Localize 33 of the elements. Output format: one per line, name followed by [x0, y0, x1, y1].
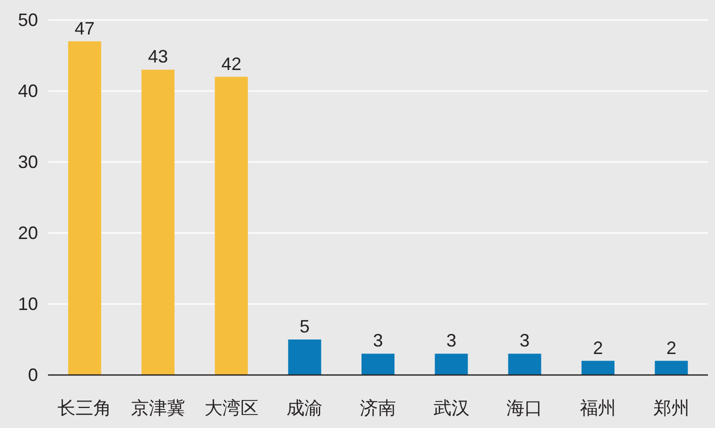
data-label: 3	[446, 330, 456, 351]
data-label: 43	[148, 46, 168, 67]
bar	[68, 41, 102, 375]
bar	[582, 360, 614, 375]
x-tick-label: 福州	[580, 398, 616, 418]
bar	[142, 70, 174, 375]
y-tick-label: 10	[18, 294, 38, 314]
x-tick-label: 海口	[506, 398, 543, 418]
x-tick-label: 武汉	[433, 398, 470, 418]
x-tick-label: 京津冀	[131, 398, 185, 418]
bar	[654, 360, 688, 375]
data-label: 5	[300, 316, 310, 336]
data-label: 42	[221, 54, 242, 74]
y-tick-label: 40	[18, 81, 38, 101]
bar	[508, 354, 542, 375]
data-label: 2	[666, 338, 676, 358]
x-tick-label: 郑州	[653, 398, 690, 418]
data-label: 2	[592, 338, 604, 358]
x-tick-label: 成渝	[286, 398, 323, 418]
y-tick-label: 50	[18, 10, 38, 30]
bar	[288, 340, 322, 375]
y-tick-label: 30	[18, 152, 38, 172]
bar	[214, 76, 248, 375]
x-tick-label: 大湾区	[204, 398, 258, 418]
x-tick-label: 济南	[360, 398, 396, 418]
bar	[362, 354, 394, 375]
x-tick-label: 长三角	[58, 398, 112, 418]
data-label: 3	[520, 330, 530, 351]
data-label: 3	[372, 330, 384, 351]
y-tick-label: 20	[18, 223, 38, 243]
y-tick-label: 0	[28, 365, 38, 385]
data-label: 47	[74, 18, 95, 38]
bar	[434, 354, 468, 375]
